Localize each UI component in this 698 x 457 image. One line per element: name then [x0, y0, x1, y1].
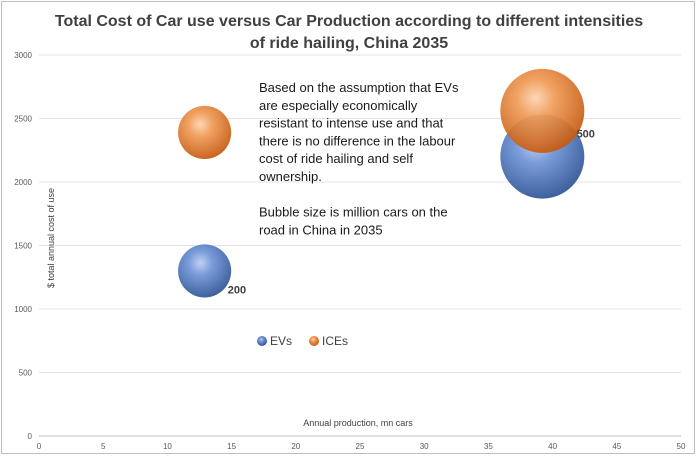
chart-title: Total Cost of Car use versus Car Product…	[55, 13, 643, 52]
x-axis-ticks: 0 5 10 15 20 25 30 35 40 45 50	[37, 442, 686, 451]
data-label-200: 200	[228, 284, 246, 296]
chart-title-line-1: Total Cost of Car use versus Car Product…	[55, 13, 643, 30]
annotation-line: resistant to intense use and that	[259, 116, 444, 131]
bubble-data-labels: 200 500	[228, 129, 595, 297]
bubble-evs-200	[178, 244, 232, 298]
x-tick-label: 10	[163, 442, 172, 451]
y-tick-label: 2500	[14, 115, 32, 124]
y-axis-label: $ total annual cost of use	[46, 188, 56, 288]
x-tick-label: 30	[420, 442, 429, 451]
x-tick-label: 15	[227, 442, 236, 451]
chart-title-line-2: of ride hailing, China 2035	[250, 35, 448, 52]
data-label-500: 500	[577, 129, 595, 141]
x-axis-label: Annual production, mn cars	[303, 418, 413, 428]
x-tick-label: 20	[291, 442, 300, 451]
bubble-ices-200	[178, 105, 232, 160]
annotation-line: are especially economically	[259, 98, 418, 113]
y-tick-label: 1000	[14, 305, 32, 314]
legend-label-ices: ICEs	[322, 334, 348, 348]
x-tick-label: 35	[484, 442, 493, 451]
annotation-line: ownership.	[259, 169, 322, 184]
y-tick-label: 500	[19, 369, 33, 378]
x-tick-label: 0	[37, 442, 42, 451]
annotation-line: there is no difference in the labour	[259, 133, 456, 148]
annotation-note: Based on the assumption that EVs are espe…	[259, 80, 459, 237]
y-tick-label: 2000	[14, 178, 32, 187]
legend-marker-ices	[309, 336, 319, 346]
legend-label-evs: EVs	[270, 334, 292, 348]
bubbles	[178, 68, 585, 298]
x-tick-label: 45	[612, 442, 621, 451]
y-axis-ticks: 0 500 1000 1500 2000 2500 3000	[14, 51, 32, 441]
legend-marker-evs	[257, 336, 267, 346]
x-tick-label: 5	[101, 442, 106, 451]
bubble-ices-500	[500, 68, 585, 153]
x-tick-label: 50	[677, 442, 686, 451]
x-tick-label: 40	[548, 442, 557, 451]
annotation-line: Bubble size is million cars on the	[259, 205, 448, 220]
y-tick-label: 1500	[14, 242, 32, 251]
x-tick-label: 25	[356, 442, 365, 451]
legend: EVs ICEs	[257, 334, 348, 348]
annotation-line: cost of ride hailing and self	[259, 151, 413, 166]
y-tick-label: 3000	[14, 51, 32, 60]
annotation-line: road in China in 2035	[259, 222, 383, 237]
y-tick-label: 0	[28, 432, 33, 441]
annotation-line: Based on the assumption that EVs	[259, 80, 459, 95]
